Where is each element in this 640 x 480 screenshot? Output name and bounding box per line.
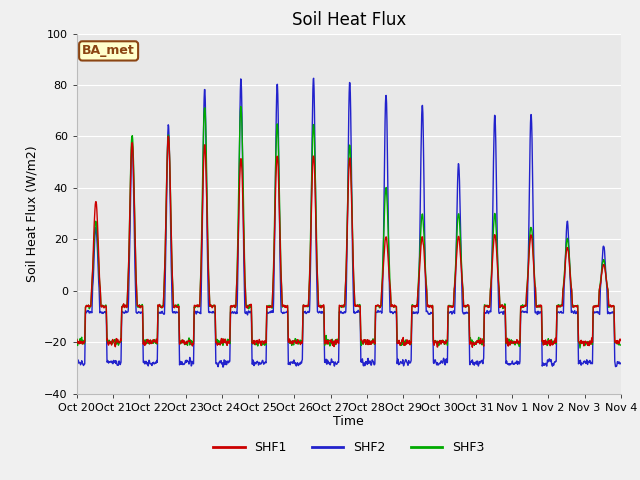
SHF2: [310, 75, 317, 81]
SHF3: [552, 340, 560, 346]
Line: SHF2: SHF2: [77, 78, 620, 367]
Legend: SHF1, SHF2, SHF3: SHF1, SHF2, SHF3: [209, 436, 489, 459]
Y-axis label: Soil Heat Flux (W/m2): Soil Heat Flux (W/m2): [26, 145, 38, 282]
Line: SHF3: SHF3: [77, 107, 620, 348]
SHF3: [194, 304, 202, 310]
SHF3: [433, 338, 441, 344]
SHF1: [553, 322, 561, 327]
SHF2: [73, 360, 81, 366]
SHF3: [237, 104, 244, 109]
Text: BA_met: BA_met: [82, 44, 135, 58]
SHF2: [219, 364, 227, 370]
Title: Soil Heat Flux: Soil Heat Flux: [292, 11, 406, 29]
SHF1: [433, 344, 441, 350]
SHF3: [616, 342, 624, 348]
SHF2: [255, 361, 263, 367]
SHF1: [164, 133, 172, 139]
Line: SHF1: SHF1: [77, 136, 620, 347]
X-axis label: Time: Time: [333, 415, 364, 429]
SHF1: [181, 341, 189, 347]
SHF1: [505, 339, 513, 345]
SHF1: [73, 337, 81, 343]
SHF2: [180, 360, 188, 366]
SHF2: [553, 333, 561, 339]
SHF2: [194, 309, 202, 315]
SHF2: [434, 360, 442, 366]
SHF3: [180, 340, 188, 346]
SHF2: [616, 360, 624, 366]
SHF2: [505, 361, 513, 367]
SHF1: [194, 303, 202, 309]
SHF1: [468, 344, 476, 350]
SHF3: [73, 336, 81, 342]
SHF3: [576, 345, 584, 351]
SHF3: [504, 339, 512, 345]
SHF1: [255, 339, 263, 345]
SHF3: [255, 340, 263, 346]
SHF1: [616, 337, 624, 343]
